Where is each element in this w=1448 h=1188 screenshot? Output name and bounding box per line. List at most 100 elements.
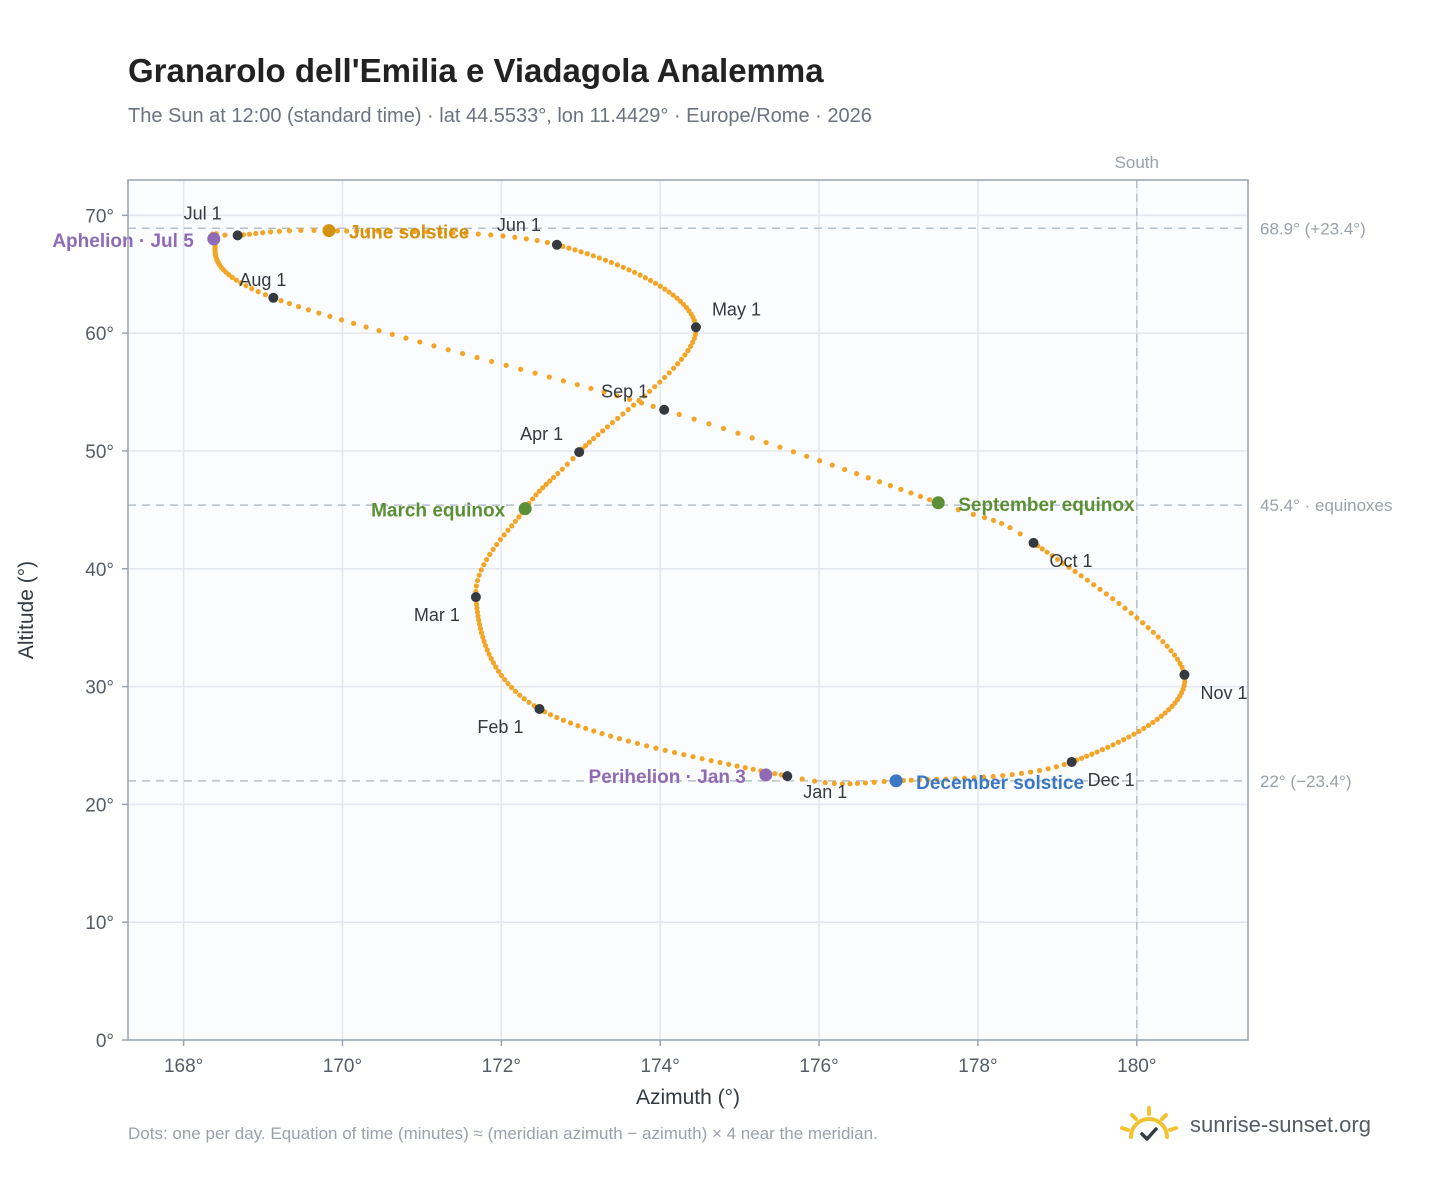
day-dot: [871, 779, 877, 785]
day-dot: [662, 286, 668, 292]
day-dot: [529, 496, 536, 502]
day-dot: [804, 453, 810, 459]
day-dot: [575, 723, 581, 729]
day-dot: [260, 230, 266, 236]
y-tick-label: 50°: [85, 442, 114, 463]
day-dot: [1172, 700, 1178, 706]
day-dot: [473, 583, 480, 589]
day-dot: [487, 551, 493, 558]
day-dot: [572, 247, 578, 253]
day-dot: [625, 406, 631, 413]
day-dot: [590, 253, 596, 259]
day-dot: [518, 366, 524, 372]
day-dot: [512, 688, 519, 694]
day-dot: [490, 660, 497, 666]
day-dot: [634, 740, 641, 747]
day-dot: [652, 384, 658, 390]
day-dot: [671, 365, 677, 371]
day-dot: [1007, 525, 1013, 531]
sun-logo-icon: [1120, 1106, 1178, 1141]
day-dot: [620, 411, 626, 417]
day-dot: [403, 335, 409, 341]
day-dot: [1154, 716, 1160, 722]
day-dot: [316, 310, 322, 316]
day-dot: [854, 471, 860, 477]
day-dot: [1126, 734, 1132, 740]
day-dot: [699, 756, 705, 762]
month-marker: [1179, 669, 1190, 680]
day-dot: [505, 527, 511, 533]
x-tick-label: 174°: [641, 1056, 680, 1077]
day-dot: [1164, 643, 1170, 649]
day-dot: [311, 227, 317, 233]
day-dot: [350, 320, 357, 326]
footnote: Dots: one per day. Equation of time (min…: [128, 1124, 878, 1143]
day-dot: [839, 781, 845, 787]
day-dot: [543, 481, 549, 487]
day-dot: [662, 374, 668, 381]
day-dot: [1089, 751, 1095, 757]
day-dot: [253, 230, 259, 237]
day-dot: [532, 370, 538, 376]
day-dot: [567, 720, 574, 726]
day-dot: [990, 773, 996, 780]
day-dot: [509, 523, 515, 529]
day-dot: [431, 343, 437, 349]
day-dot: [650, 403, 656, 409]
day-dot: [1105, 744, 1111, 750]
day-dot: [1150, 629, 1156, 635]
day-dot: [671, 749, 678, 756]
event-label: March equinox: [371, 501, 506, 522]
day-dot: [1131, 731, 1137, 737]
day-dot: [615, 415, 621, 421]
day-dot: [583, 443, 589, 449]
month-marker: [268, 292, 279, 303]
date-labels: Jan 1 Feb 1 Mar 1 Apr 1 May 1 Jun 1 Jul 1 Aug 1…: [52, 203, 1247, 802]
day-dot: [1066, 564, 1072, 570]
day-dot: [604, 424, 611, 430]
reference-label: 45.4° · equinoxes: [1260, 496, 1393, 515]
month-marker: [551, 239, 562, 250]
day-dot: [1072, 568, 1078, 575]
day-dot: [540, 485, 546, 491]
month-marker: [574, 447, 585, 458]
day-dot: [1078, 755, 1085, 761]
day-dot: [681, 752, 687, 758]
day-dot: [637, 272, 643, 278]
day-dot: [547, 712, 554, 718]
day-dot: [1122, 605, 1128, 611]
day-dot: [662, 747, 668, 753]
event-marker: [322, 224, 336, 238]
event-marker: [759, 768, 773, 782]
day-dot: [917, 493, 924, 499]
day-dot: [500, 233, 506, 239]
day-dot: [1115, 739, 1122, 745]
day-dot: [482, 643, 489, 649]
day-dot: [981, 774, 987, 780]
x-tick-label: 176°: [799, 1056, 838, 1077]
day-dot: [763, 439, 769, 446]
day-dot: [687, 343, 694, 350]
day-dot: [625, 738, 631, 744]
brand[interactable]: sunrise-sunset.org: [1118, 1100, 1371, 1150]
day-dot: [512, 518, 518, 524]
day-dot: [484, 647, 490, 653]
day-dot: [644, 743, 650, 749]
day-dot: [1097, 586, 1103, 592]
day-dot: [516, 514, 522, 520]
day-dot: [887, 483, 893, 489]
reference-lines: South 68.9° (+23.4°) 45.4° · equinoxes 22° …: [128, 153, 1393, 1040]
day-dot: [961, 775, 968, 781]
month-label: Mar 1: [414, 605, 460, 625]
day-dot: [509, 684, 515, 691]
day-dot: [1061, 761, 1067, 768]
day-dot: [243, 283, 249, 289]
day-dot: [1121, 737, 1127, 743]
event-marker: [518, 502, 532, 516]
brand-name: sunrise-sunset.org: [1190, 1112, 1371, 1137]
x-tick-label: 172°: [482, 1056, 521, 1077]
day-dot: [631, 269, 638, 275]
day-dot: [990, 517, 997, 523]
day-dot: [551, 474, 557, 481]
day-dot: [690, 339, 696, 345]
